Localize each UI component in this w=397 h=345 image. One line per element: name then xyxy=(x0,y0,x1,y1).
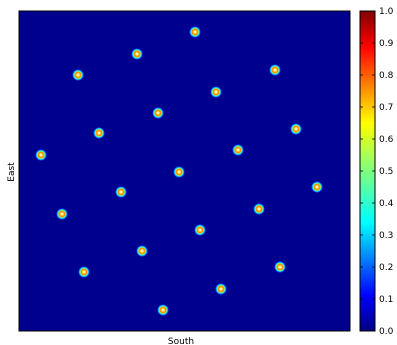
heat-spot xyxy=(157,304,169,316)
colorbar-tick-label: 0.3 xyxy=(379,231,393,241)
heat-spot xyxy=(215,283,227,295)
y-axis-label: East xyxy=(7,162,17,182)
heat-spot xyxy=(253,203,265,215)
colorbar-tick-label: 0.8 xyxy=(379,71,394,81)
colorbar-tick-label: 0.6 xyxy=(379,135,394,145)
colorbar-ticks: 0.0 0.1 0.2 0.3 0.4 0.5 0.6 0.7 0.8 0.9 1.0 xyxy=(360,7,394,337)
colorbar-tick-label: 0.4 xyxy=(379,199,394,209)
colorbar-tick-label: 0.9 xyxy=(379,39,394,49)
colorbar-tick-label: 0.2 xyxy=(379,263,393,273)
plot-frame xyxy=(18,10,351,332)
colorbar-tick-label: 0.5 xyxy=(379,167,393,177)
heat-spot xyxy=(72,69,84,81)
colorbar-tick-label: 0.0 xyxy=(379,327,394,337)
colorbar-tick-label: 1.0 xyxy=(379,7,394,17)
heat-spot xyxy=(78,266,90,278)
heat-spot xyxy=(136,245,148,257)
heat-spot xyxy=(232,144,244,156)
heat-spot xyxy=(131,48,143,60)
heat-spot xyxy=(290,123,302,135)
heat-spot xyxy=(194,224,206,236)
colorbar-tick-label: 0.7 xyxy=(379,103,393,113)
heat-spot xyxy=(311,181,323,193)
heat-spot xyxy=(269,64,281,76)
x-axis-label: South xyxy=(168,337,194,345)
heat-spot xyxy=(56,208,68,220)
heat-spot xyxy=(152,107,164,119)
colorbar-tick-label: 0.1 xyxy=(379,295,393,305)
heat-spot xyxy=(274,261,286,273)
spot-layer xyxy=(35,26,323,316)
heat-spot xyxy=(35,149,47,161)
heat-spot xyxy=(115,186,127,198)
heat-spot xyxy=(189,26,201,38)
heat-spot xyxy=(210,86,222,98)
heat-spot xyxy=(93,127,105,139)
heat-spot xyxy=(173,166,185,178)
